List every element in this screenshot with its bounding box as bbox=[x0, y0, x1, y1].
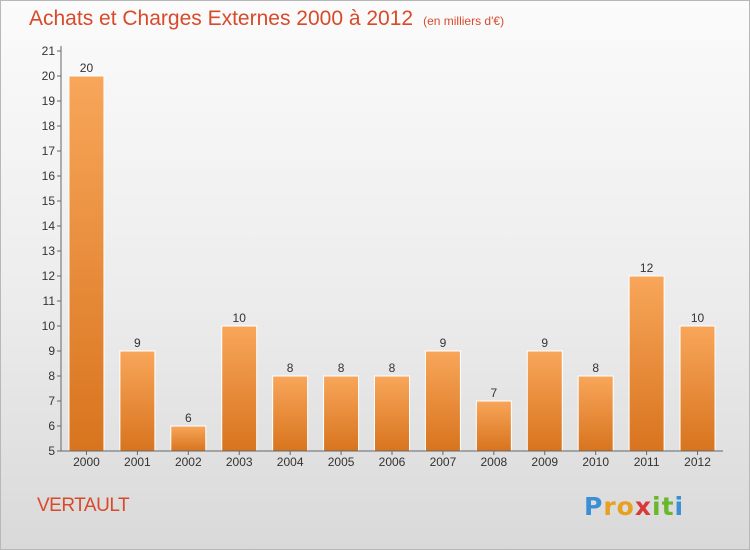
bar-2005 bbox=[323, 375, 360, 452]
y-tick-label: 18 bbox=[42, 119, 56, 133]
proxiti-logo: Proxiti bbox=[584, 492, 684, 521]
data-label: 12 bbox=[640, 261, 654, 275]
y-tick-label: 6 bbox=[48, 419, 55, 433]
chart-title: Achats et Charges Externes 2000 à 2012 bbox=[29, 7, 414, 30]
bar-2009 bbox=[526, 350, 563, 452]
data-label: 8 bbox=[338, 361, 345, 375]
logo-letter: t bbox=[661, 492, 675, 521]
y-tick-label: 17 bbox=[42, 144, 56, 158]
x-tick-label: 2009 bbox=[531, 455, 558, 469]
locality-name: VERTAULT bbox=[37, 495, 130, 516]
bar-2010 bbox=[577, 375, 614, 452]
bar-2003 bbox=[221, 325, 258, 452]
y-tick-label: 15 bbox=[42, 194, 56, 208]
data-label: 10 bbox=[691, 311, 705, 325]
bar-2008 bbox=[475, 400, 512, 452]
y-tick-label: 20 bbox=[42, 69, 56, 83]
x-tick-label: 2008 bbox=[480, 455, 507, 469]
data-label: 10 bbox=[233, 311, 247, 325]
logo-letter: r bbox=[603, 492, 617, 521]
bar-2000 bbox=[68, 75, 105, 452]
y-tick-label: 9 bbox=[48, 344, 55, 358]
bar-2004 bbox=[272, 375, 309, 452]
data-label: 9 bbox=[440, 336, 447, 350]
logo-letter: i bbox=[674, 492, 685, 521]
x-tick-label: 2000 bbox=[73, 455, 100, 469]
y-tick-label: 19 bbox=[42, 94, 56, 108]
y-tick-label: 5 bbox=[48, 444, 55, 458]
data-label: 20 bbox=[80, 61, 94, 75]
y-tick-label: 7 bbox=[48, 394, 55, 408]
bar-2007 bbox=[424, 350, 461, 452]
bar-2001 bbox=[119, 350, 156, 452]
y-tick-label: 8 bbox=[48, 369, 55, 383]
y-tick-label: 11 bbox=[43, 294, 56, 308]
bar-2002 bbox=[170, 425, 207, 452]
data-label: 8 bbox=[592, 361, 599, 375]
y-tick-label: 14 bbox=[42, 219, 56, 233]
data-label: 8 bbox=[287, 361, 294, 375]
x-tick-label: 2006 bbox=[379, 455, 406, 469]
bar-2011 bbox=[628, 275, 665, 452]
chart-title-block: Achats et Charges Externes 2000 à 2012 (e… bbox=[29, 7, 504, 31]
logo-letter: o bbox=[616, 492, 635, 521]
data-label: 9 bbox=[134, 336, 141, 350]
logo-letter: P bbox=[584, 492, 604, 521]
x-tick-label: 2001 bbox=[124, 455, 151, 469]
x-tick-label: 2002 bbox=[175, 455, 202, 469]
x-tick-label: 2005 bbox=[328, 455, 355, 469]
x-tick-label: 2007 bbox=[430, 455, 457, 469]
data-label: 6 bbox=[185, 411, 192, 425]
x-tick-label: 2003 bbox=[226, 455, 253, 469]
y-tick-label: 10 bbox=[42, 319, 56, 333]
y-tick-label: 12 bbox=[42, 269, 56, 283]
data-label: 9 bbox=[541, 336, 548, 350]
data-label: 7 bbox=[491, 386, 498, 400]
y-tick-label: 21 bbox=[42, 44, 56, 58]
data-label: 8 bbox=[389, 361, 396, 375]
x-tick-label: 2011 bbox=[634, 455, 660, 469]
chart-subtitle: (en milliers d'€) bbox=[423, 14, 505, 28]
bar-2006 bbox=[374, 375, 410, 452]
bar-2012 bbox=[679, 325, 716, 452]
logo-letter: i bbox=[652, 492, 662, 521]
y-tick-label: 16 bbox=[42, 169, 56, 183]
x-tick-label: 2004 bbox=[277, 455, 304, 469]
y-tick-label: 13 bbox=[42, 244, 56, 258]
x-tick-label: 2012 bbox=[684, 455, 711, 469]
logo-letter: x bbox=[634, 492, 652, 521]
x-tick-label: 2010 bbox=[582, 455, 609, 469]
